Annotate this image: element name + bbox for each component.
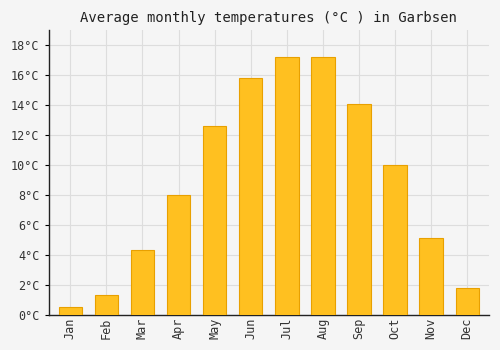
Bar (420, 238, 443, 315)
Bar (275, 57, 298, 315)
Bar (384, 165, 407, 315)
Bar (94, 295, 118, 315)
Bar (167, 195, 190, 315)
Bar (239, 78, 262, 315)
Title: Average monthly temperatures (°C ) in Garbsen: Average monthly temperatures (°C ) in Ga… (80, 11, 457, 25)
Bar (456, 288, 479, 315)
Bar (348, 104, 370, 315)
Bar (130, 250, 154, 315)
Bar (58, 307, 82, 315)
Bar (203, 126, 226, 315)
Bar (311, 57, 334, 315)
